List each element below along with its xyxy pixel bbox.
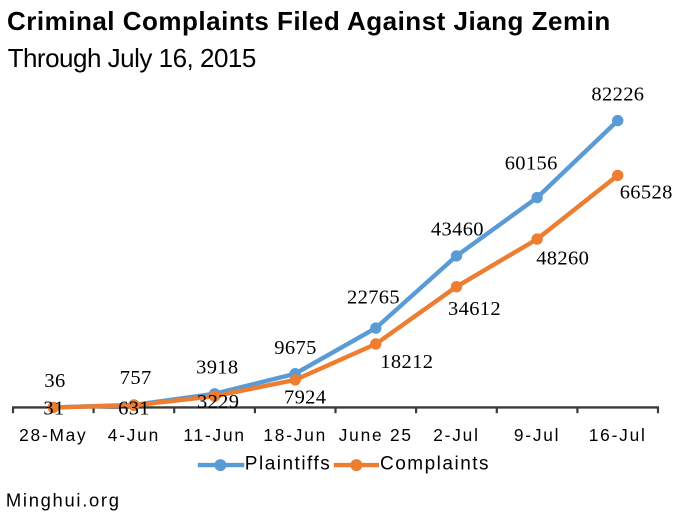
svg-text:82226: 82226 [591,84,644,106]
svg-text:631: 631 [118,397,150,419]
svg-text:43460: 43460 [431,218,484,240]
svg-text:9675: 9675 [274,337,316,359]
svg-text:11-Jun: 11-Jun [183,425,245,445]
svg-text:66528: 66528 [620,181,673,203]
svg-text:Criminal Complaints Filed Agai: Criminal Complaints Filed Against Jiang … [7,6,611,36]
svg-text:9-Jul: 9-Jul [514,425,560,445]
svg-text:18-Jun: 18-Jun [263,425,327,445]
svg-text:60156: 60156 [505,152,558,174]
svg-text:28-May: 28-May [19,425,87,445]
svg-text:22765: 22765 [347,286,400,308]
svg-text:34612: 34612 [448,298,501,320]
svg-text:Minghui.org: Minghui.org [6,490,121,511]
svg-text:16-Jul: 16-Jul [589,425,647,445]
svg-text:3229: 3229 [197,391,239,413]
svg-text:18212: 18212 [380,351,433,373]
svg-text:Plaintiffs: Plaintiffs [245,453,331,474]
svg-text:7924: 7924 [284,386,326,408]
svg-text:2-Jul: 2-Jul [433,425,479,445]
svg-text:Through July 16, 2015: Through July 16, 2015 [8,43,256,73]
svg-text:757: 757 [120,367,152,389]
svg-text:Complaints: Complaints [380,453,490,474]
svg-text:48260: 48260 [536,247,589,269]
svg-text:31: 31 [43,397,64,419]
svg-text:3918: 3918 [196,357,238,379]
svg-text:36: 36 [44,370,65,392]
svg-text:June 25: June 25 [339,425,413,445]
svg-text:4-Jun: 4-Jun [108,425,160,445]
